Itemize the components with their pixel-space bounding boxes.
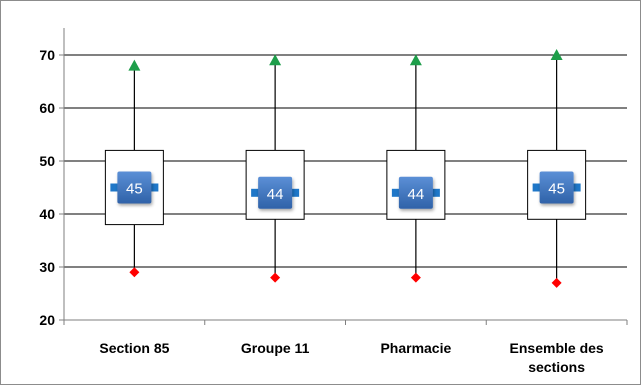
x-tick-label-line: Section 85: [99, 340, 169, 356]
max-marker: [409, 54, 422, 66]
box-group-2: 44: [386, 54, 446, 283]
max-marker: [550, 49, 563, 60]
x-tick-labels: Section 85 Groupe 11 Pharmacie Ensemble des…: [99, 340, 604, 375]
y-tick-label-40: 40: [39, 206, 55, 222]
min-marker: [551, 277, 562, 288]
y-tick-label-30: 30: [39, 259, 55, 275]
min-marker: [410, 272, 421, 283]
x-tick-label-line: Groupe 11: [241, 340, 310, 356]
boxes: 45 44 44 45: [104, 49, 587, 288]
x-tick-label-1: Groupe 11: [241, 340, 310, 356]
x-tick-label-0: Section 85: [99, 340, 169, 356]
mean-label: 44: [267, 186, 284, 203]
x-tick-label-line: Pharmacie: [380, 340, 451, 356]
x-tick-label-line: Ensemble des: [510, 340, 604, 356]
axes: [59, 28, 628, 325]
mean-label: 44: [408, 186, 425, 203]
max-marker: [128, 59, 141, 71]
box-group-3: 45: [527, 49, 587, 288]
box-group-0: 45: [104, 59, 164, 278]
mean-badge: [398, 176, 433, 209]
x-tick-label-2: Pharmacie: [380, 340, 451, 356]
x-tick-label-line: sections: [528, 359, 585, 375]
max-marker: [269, 54, 282, 66]
y-tick-label-50: 50: [39, 153, 55, 169]
min-marker: [129, 267, 140, 278]
mean-badge: [539, 171, 574, 204]
y-tick-label-60: 60: [39, 100, 55, 116]
y-tick-label-70: 70: [39, 47, 55, 63]
box-group-1: 44: [245, 54, 305, 283]
mean-badge: [117, 171, 152, 204]
y-tick-labels: 20 30 40 50 60 70: [39, 47, 55, 328]
mean-label: 45: [548, 181, 565, 198]
min-marker: [270, 272, 281, 283]
y-tick-label-20: 20: [39, 312, 55, 328]
mean-label: 45: [126, 181, 143, 198]
mean-badge: [258, 176, 293, 209]
x-tick-label-3: Ensemble des sections: [510, 340, 604, 375]
